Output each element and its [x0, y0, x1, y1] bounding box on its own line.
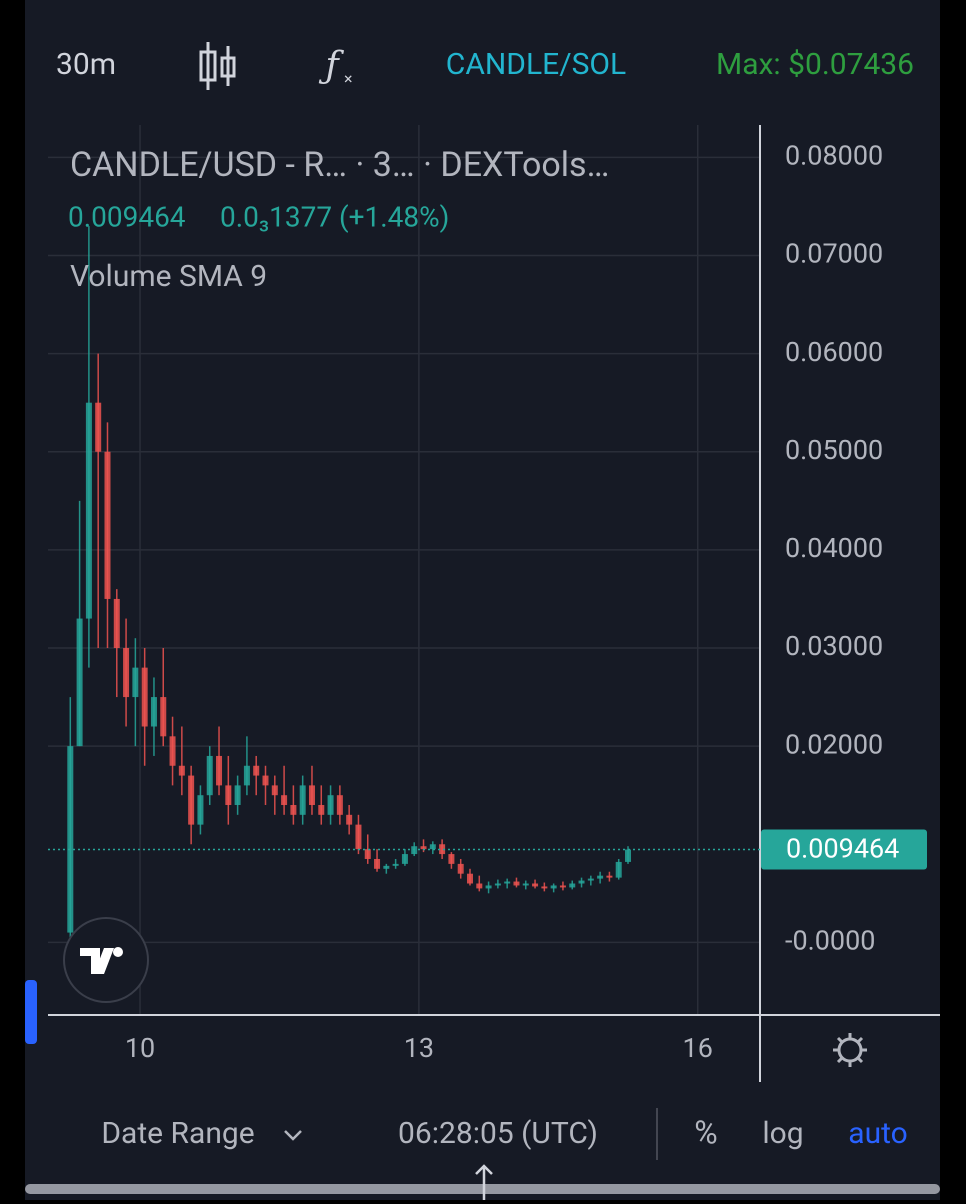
candle-body	[625, 849, 632, 862]
candle-body	[327, 795, 334, 815]
tradingview-logo[interactable]	[63, 917, 149, 1003]
candle-body	[355, 824, 362, 850]
candle-body	[457, 863, 464, 874]
scrollbar	[25, 1184, 940, 1194]
candle-body	[188, 775, 195, 825]
candle-body	[253, 765, 260, 776]
candle-body	[439, 844, 446, 855]
price-label: 0.009464	[786, 833, 899, 865]
candle-body	[392, 863, 399, 866]
candle-body	[578, 880, 585, 884]
candle-body	[615, 861, 622, 878]
candle-body	[290, 805, 297, 815]
x-tick-label: 10	[125, 1032, 155, 1064]
candle-body	[262, 775, 269, 786]
indicators-icon-x[interactable]: ×	[344, 69, 353, 88]
log-toggle[interactable]: log	[762, 1116, 803, 1151]
candle-body	[271, 785, 278, 796]
candle-body	[346, 814, 353, 825]
candle-body	[494, 883, 501, 886]
y-tick-label: 0.02000	[785, 728, 883, 760]
candle-body	[522, 883, 529, 886]
candle-body	[178, 765, 185, 776]
candle-body	[150, 697, 157, 727]
date-range-button[interactable]: Date Range	[101, 1116, 254, 1151]
candle-body	[67, 746, 74, 933]
candle-body	[541, 886, 548, 889]
candle-body	[225, 785, 232, 806]
candle-body	[597, 875, 604, 879]
candle-body	[243, 765, 250, 786]
legend-change: 0.0₃1377 (+1.48%)	[220, 200, 449, 233]
candle-body	[550, 885, 557, 889]
clock: 06:28:05 (UTC)	[398, 1116, 598, 1151]
candle-body	[476, 883, 483, 889]
settings-gear[interactable]	[833, 1033, 867, 1067]
candle-body	[104, 451, 111, 599]
candle-type-icon[interactable]	[199, 42, 236, 90]
candle-body	[420, 846, 427, 850]
candle-body	[559, 885, 566, 888]
candle-body	[448, 854, 455, 864]
x-tick-label: 13	[404, 1032, 434, 1064]
y-tick-label: 0.04000	[785, 532, 883, 564]
candle-body	[197, 795, 204, 825]
side-tab[interactable]	[25, 980, 37, 1044]
candle-body	[532, 883, 539, 887]
pair-button[interactable]: CANDLE/SOL	[446, 47, 626, 82]
chart-legend-title: CANDLE/USD - R… · 3… · DEXTools…	[70, 145, 609, 185]
candle-body	[364, 849, 371, 859]
candle-body	[587, 878, 594, 881]
candle-body	[234, 785, 241, 806]
candle-body	[569, 883, 576, 888]
candle-body	[85, 402, 92, 619]
y-tick-label: 0.06000	[785, 336, 883, 368]
candle-body	[374, 858, 381, 869]
candle-body	[485, 885, 492, 889]
candle-body	[160, 697, 167, 737]
app-background	[25, 0, 940, 1200]
candle-body	[206, 755, 213, 796]
max-price: Max: $0.07436	[716, 47, 914, 82]
candle-body	[95, 402, 102, 452]
y-tick-label: 0.05000	[785, 434, 883, 466]
interval-button[interactable]: 30m	[56, 47, 116, 82]
candle-body	[141, 667, 148, 727]
y-tick-label: 0.03000	[785, 630, 883, 662]
candle-body	[513, 881, 520, 886]
candle-body	[299, 785, 306, 815]
candle-body	[336, 795, 343, 815]
right-edge	[940, 0, 966, 1200]
candle-body	[401, 854, 408, 864]
auto-toggle[interactable]: auto	[848, 1116, 908, 1151]
candle-body	[123, 648, 130, 698]
y-tick-label: 0.08000	[785, 140, 883, 172]
candle-body	[281, 795, 288, 806]
candle-body	[216, 755, 223, 786]
y-tick-label: -0.0000	[785, 925, 875, 957]
plot: 0.08000 0.07000 0.06000 0.05000 0.04000 0.030…	[48, 125, 883, 1064]
candle-body	[606, 875, 613, 878]
percent-toggle[interactable]: %	[694, 1113, 717, 1151]
dropdown-arrow[interactable]	[284, 1130, 302, 1141]
candle-body	[132, 667, 139, 698]
price-label-bg	[761, 829, 927, 870]
indicator-label: Volume SMA 9	[70, 259, 267, 294]
candle-body	[383, 865, 390, 869]
legend-close: 0.009464	[68, 200, 186, 233]
candle-body	[169, 736, 176, 766]
candle-body	[504, 881, 511, 884]
drag-handle[interactable]	[475, 1164, 493, 1200]
candle-body	[318, 805, 325, 815]
candle-body	[429, 844, 436, 850]
y-tick-label: 0.07000	[785, 238, 883, 270]
candle-body	[113, 598, 120, 649]
candle-body	[76, 618, 83, 747]
x-tick-label: 16	[683, 1032, 713, 1064]
candle-body	[308, 785, 315, 806]
candle-body	[466, 873, 473, 884]
